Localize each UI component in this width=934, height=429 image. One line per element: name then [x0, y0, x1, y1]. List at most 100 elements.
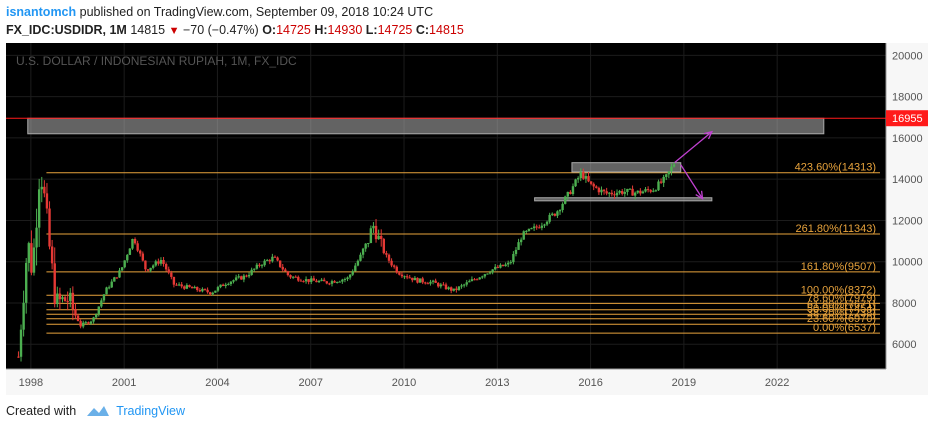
candle-body	[188, 285, 191, 288]
candle-body	[299, 280, 303, 282]
candle-body	[87, 322, 90, 324]
candle-body	[201, 288, 204, 292]
candle-body	[297, 276, 300, 281]
candle-body	[348, 274, 352, 278]
candle-body	[89, 321, 93, 324]
candle-body	[170, 272, 173, 277]
candle-body	[545, 221, 549, 225]
candle-body	[294, 276, 297, 278]
candle-body	[17, 356, 20, 358]
candle-body	[522, 231, 525, 240]
candle-body	[434, 280, 437, 283]
price-zone	[571, 162, 682, 173]
price-zone	[534, 197, 713, 202]
x-tick-label: 2022	[765, 377, 789, 389]
candle-body	[424, 282, 427, 284]
candle-body	[107, 287, 111, 289]
candle-body	[592, 183, 595, 187]
candle-body	[380, 235, 383, 239]
candle-body	[597, 187, 601, 193]
candle-body	[139, 250, 142, 254]
candle-body	[149, 267, 152, 271]
candle-body	[615, 192, 619, 196]
current-price-label: 16955	[892, 113, 923, 125]
candle-body	[574, 179, 577, 187]
candle-body	[113, 277, 116, 282]
candle-body	[84, 322, 88, 324]
candle-body	[496, 266, 500, 268]
high-value: 14930	[327, 23, 363, 37]
candle-body	[141, 253, 145, 261]
candle-body	[452, 288, 455, 291]
fib-level-label: 0.00%(6537)	[813, 322, 876, 334]
plot-area[interactable]	[6, 43, 886, 369]
candle-body	[403, 276, 406, 278]
candle-body	[481, 276, 484, 278]
symbol-label: FX_IDC:USDIDR, 1M	[6, 23, 127, 37]
candle-body	[167, 269, 170, 273]
x-tick-label: 2016	[578, 377, 602, 389]
author-link[interactable]: isnantomch	[6, 5, 77, 19]
close-value: 14815	[429, 23, 464, 37]
candle-body	[58, 293, 62, 300]
candle-body	[535, 226, 538, 228]
candle-body	[304, 279, 308, 282]
candle-body	[483, 274, 487, 277]
candle-body	[260, 265, 264, 267]
candle-body	[183, 286, 186, 289]
candle-body	[563, 196, 567, 204]
y-tick-label: 8000	[892, 298, 916, 310]
candle-body	[395, 266, 398, 273]
candle-body	[126, 254, 129, 261]
x-tick-label: 2013	[485, 377, 509, 389]
candle-body	[437, 282, 440, 287]
current-price-badge	[886, 110, 928, 127]
candle-body	[501, 264, 505, 267]
low-label: L:	[365, 23, 378, 37]
x-tick-label: 2004	[205, 377, 229, 389]
candle-body	[307, 279, 310, 282]
open-value: 14725	[276, 23, 311, 37]
candle-body	[159, 259, 163, 264]
candle-body	[66, 301, 69, 303]
candle-body	[361, 248, 365, 255]
candle-body	[325, 281, 329, 284]
candle-body	[364, 243, 367, 249]
candle-body	[665, 174, 668, 177]
price-chart[interactable]: 423.60%(14313) 261.80%(11343) 161.80%(9507…	[6, 43, 928, 395]
candle-body	[462, 284, 466, 286]
candle-body	[644, 189, 647, 192]
candle-body	[335, 281, 339, 283]
candle-body	[491, 269, 494, 273]
candle-body	[312, 278, 316, 281]
candle-body	[475, 279, 479, 281]
candle-body	[628, 188, 632, 190]
time-axis[interactable]: 1998 2001 2004 2007 2010 2013 2016 2019 2022	[6, 368, 886, 389]
candle-body	[667, 171, 671, 175]
candle-body	[224, 284, 227, 287]
candle-body	[623, 191, 626, 194]
candle-body	[548, 214, 551, 222]
candle-body	[196, 286, 199, 291]
candle-body	[569, 191, 572, 195]
candle-body	[53, 263, 56, 305]
candle-body	[605, 191, 608, 194]
down-arrow-icon: ▼	[168, 25, 180, 37]
tradingview-link[interactable]: TradingView	[116, 404, 185, 418]
candle-body	[408, 277, 411, 279]
candle-body	[553, 213, 557, 216]
candle-body	[185, 285, 189, 289]
candle-body	[82, 322, 85, 327]
candle-body	[162, 259, 165, 264]
candle-body	[652, 190, 655, 192]
candle-body	[382, 238, 386, 254]
price-axis[interactable]: 20000 18000 16000 14000 12000 10000 8000 6000 16…	[6, 43, 928, 369]
y-tick-label: 6000	[892, 339, 916, 351]
candle-body	[517, 242, 520, 250]
candle-body	[613, 194, 616, 196]
candle-body	[579, 171, 582, 179]
candle-body	[530, 228, 533, 230]
candle-body	[266, 260, 269, 262]
candle-body	[48, 208, 51, 247]
candle-body	[110, 281, 113, 288]
